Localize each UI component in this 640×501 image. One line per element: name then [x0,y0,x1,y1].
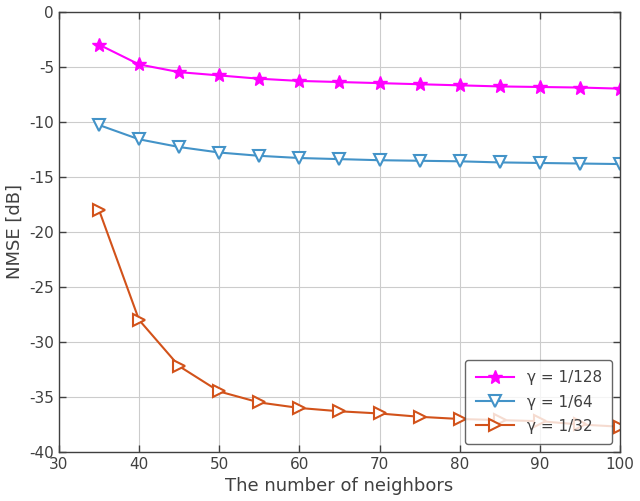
γ = 1/128 [215,73,223,79]
X-axis label: The number of neighbors: The number of neighbors [225,477,454,495]
γ = 1/32 [335,408,343,414]
γ = 1/64 [215,149,223,155]
γ = 1/64 [95,122,103,128]
γ = 1/64 [416,158,424,164]
γ = 1/64 [536,160,544,166]
γ = 1/128 [416,81,424,87]
γ = 1/32 [255,399,263,405]
γ = 1/64 [175,144,183,150]
γ = 1/32 [95,207,103,213]
γ = 1/32 [456,416,463,422]
γ = 1/64 [376,157,383,163]
γ = 1/64 [135,136,143,142]
γ = 1/128 [175,69,183,75]
γ = 1/32 [496,417,504,423]
γ = 1/128 [536,84,544,90]
γ = 1/32 [215,388,223,394]
Legend: γ = 1/128, γ = 1/64, γ = 1/32: γ = 1/128, γ = 1/64, γ = 1/32 [465,360,612,444]
γ = 1/128 [496,84,504,90]
Line: γ = 1/64: γ = 1/64 [93,119,627,170]
Y-axis label: NMSE [dB]: NMSE [dB] [6,184,24,279]
γ = 1/128 [95,42,103,48]
γ = 1/32 [135,317,143,323]
γ = 1/32 [616,424,624,430]
γ = 1/32 [376,410,383,416]
γ = 1/32 [576,421,584,427]
γ = 1/64 [496,159,504,165]
γ = 1/64 [456,158,463,164]
γ = 1/32 [536,418,544,424]
γ = 1/128 [576,85,584,91]
γ = 1/64 [335,156,343,162]
Line: γ = 1/128: γ = 1/128 [92,38,627,96]
γ = 1/32 [416,414,424,420]
γ = 1/128 [456,82,463,88]
γ = 1/128 [335,79,343,85]
γ = 1/64 [296,155,303,161]
γ = 1/128 [135,62,143,68]
γ = 1/32 [296,405,303,411]
γ = 1/64 [576,160,584,166]
γ = 1/128 [616,86,624,92]
γ = 1/64 [616,161,624,167]
Line: γ = 1/32: γ = 1/32 [93,203,627,433]
γ = 1/32 [175,363,183,369]
γ = 1/128 [376,80,383,86]
γ = 1/64 [255,153,263,159]
γ = 1/128 [296,78,303,84]
γ = 1/128 [255,76,263,82]
